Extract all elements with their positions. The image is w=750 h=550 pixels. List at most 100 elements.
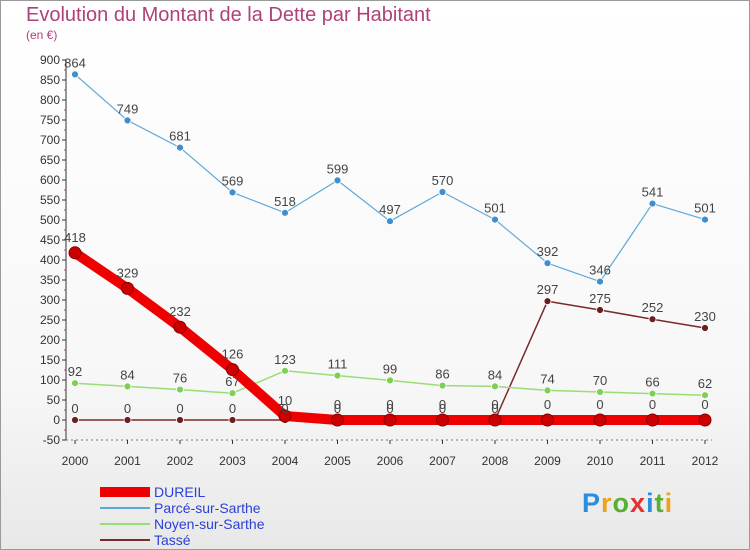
- legend-item-noyen: Noyen-sur-Sarthe: [100, 516, 265, 532]
- proxiti-logo: Proxiti: [582, 488, 674, 518]
- y-tick-label: 550: [40, 193, 60, 207]
- data-label-parc-sur-sarthe: 392: [537, 244, 559, 259]
- data-label-noyen-sur-sarthe: 67: [225, 374, 239, 389]
- y-tick-label: 350: [40, 273, 60, 287]
- data-label-parc-sur-sarthe: 864: [64, 55, 86, 70]
- y-tick-label: 800: [40, 93, 60, 107]
- data-point-parc-sur-sarthe: [123, 116, 132, 125]
- y-tick-label: 450: [40, 233, 60, 247]
- legend-label-tasse: Tassé: [154, 532, 191, 548]
- data-point-dureil: [593, 413, 607, 427]
- data-label-tass-: 0: [281, 401, 288, 416]
- data-label-tass-: 0: [334, 401, 341, 416]
- data-label-parc-sur-sarthe: 570: [432, 173, 454, 188]
- data-label-parc-sur-sarthe: 749: [117, 101, 139, 116]
- y-tick-label: 700: [40, 133, 60, 147]
- data-point-tass-: [228, 416, 237, 424]
- data-label-noyen-sur-sarthe: 111: [328, 357, 348, 372]
- y-tick-label: 50: [47, 393, 61, 407]
- x-tick-label: 2006: [377, 454, 404, 468]
- data-label-dureil: 232: [169, 304, 191, 319]
- y-tick-label: 200: [40, 333, 60, 347]
- data-label-dureil: 0: [649, 397, 656, 412]
- data-label-parc-sur-sarthe: 681: [169, 129, 191, 144]
- data-point-parc-sur-sarthe: [491, 215, 499, 224]
- data-point-noyen-sur-sarthe: [333, 371, 342, 380]
- legend-item-parce: Parcé-sur-Sarthe: [100, 500, 265, 516]
- data-label-dureil: 10: [278, 393, 292, 408]
- data-point-noyen-sur-sarthe: [281, 366, 289, 375]
- data-point-noyen-sur-sarthe: [648, 389, 657, 398]
- data-label-dureil: 0: [439, 397, 446, 412]
- data-point-tass-: [648, 315, 657, 324]
- data-point-noyen-sur-sarthe: [438, 381, 447, 390]
- data-label-parc-sur-sarthe: 497: [379, 202, 401, 217]
- data-label-parc-sur-sarthe: 346: [589, 263, 611, 278]
- data-point-noyen-sur-sarthe: [71, 379, 79, 388]
- legend-item-dureil: DUREIL: [100, 484, 265, 500]
- data-label-dureil: 0: [701, 397, 708, 412]
- data-label-dureil: 329: [117, 265, 139, 280]
- data-point-noyen-sur-sarthe: [491, 382, 499, 391]
- data-label-tass-: 252: [642, 300, 664, 315]
- data-label-parc-sur-sarthe: 569: [222, 173, 244, 188]
- data-label-noyen-sur-sarthe: 74: [540, 371, 554, 386]
- y-tick-label: 150: [40, 353, 60, 367]
- legend-label-parce: Parcé-sur-Sarthe: [154, 500, 261, 516]
- data-point-noyen-sur-sarthe: [176, 385, 184, 394]
- x-tick-label: 2004: [272, 454, 299, 468]
- data-point-parc-sur-sarthe: [228, 188, 237, 197]
- x-tick-label: 2000: [62, 454, 89, 468]
- data-point-parc-sur-sarthe: [543, 259, 552, 268]
- data-point-tass-: [123, 416, 132, 424]
- data-label-tass-: 230: [694, 309, 716, 324]
- data-label-dureil: 0: [386, 397, 393, 412]
- data-label-tass-: 0: [124, 401, 131, 416]
- chart-subtitle: (en €): [26, 28, 58, 42]
- chart-legend: DUREIL Parcé-sur-Sarthe Noyen-sur-Sarthe…: [100, 484, 265, 548]
- data-label-parc-sur-sarthe: 518: [274, 194, 296, 209]
- data-label-parc-sur-sarthe: 541: [642, 185, 664, 200]
- data-label-noyen-sur-sarthe: 62: [698, 376, 712, 391]
- chart-title: Evolution du Montant de la Dette par Hab…: [26, 4, 431, 26]
- y-tick-label: 500: [40, 213, 60, 227]
- data-label-noyen-sur-sarthe: 66: [645, 375, 659, 390]
- legend-swatch-tasse: [100, 539, 150, 541]
- y-tick-label: 300: [40, 293, 60, 307]
- data-point-dureil: [646, 413, 659, 427]
- data-label-parc-sur-sarthe: 501: [694, 201, 716, 216]
- data-point-noyen-sur-sarthe: [386, 376, 394, 385]
- data-point-parc-sur-sarthe: [596, 277, 604, 286]
- y-tick-label: 100: [40, 373, 60, 387]
- data-point-tass-: [543, 297, 552, 306]
- data-label-dureil: 0: [596, 397, 603, 412]
- data-point-dureil: [226, 363, 239, 377]
- series-line-parc-sur-sarthe: [74, 73, 706, 283]
- data-point-dureil: [541, 413, 554, 427]
- legend-label-dureil: DUREIL: [154, 484, 206, 500]
- data-label-tass-: 297: [537, 282, 559, 297]
- data-point-parc-sur-sarthe: [386, 217, 394, 226]
- data-label-tass-: 0: [439, 401, 446, 416]
- data-label-dureil: 0: [544, 397, 551, 412]
- data-label-tass-: 0: [491, 401, 498, 416]
- legend-swatch-dureil: [100, 487, 150, 497]
- x-tick-label: 2010: [587, 454, 614, 468]
- legend-item-tasse: Tassé: [100, 532, 265, 548]
- data-label-tass-: 0: [386, 401, 393, 416]
- data-label-tass-: 0: [176, 401, 183, 416]
- y-tick-label: 750: [40, 113, 60, 127]
- data-label-dureil: 126: [222, 347, 244, 362]
- y-tick-label: 600: [40, 173, 60, 187]
- data-label-noyen-sur-sarthe: 84: [488, 367, 502, 382]
- y-tick-label: 850: [40, 73, 60, 87]
- y-tick-label: 400: [40, 253, 60, 267]
- data-point-dureil: [698, 413, 712, 427]
- data-point-noyen-sur-sarthe: [228, 389, 237, 398]
- data-label-noyen-sur-sarthe: 123: [274, 352, 296, 367]
- data-label-noyen-sur-sarthe: 86: [435, 367, 449, 382]
- data-point-parc-sur-sarthe: [648, 199, 657, 208]
- data-label-tass-: 0: [229, 401, 236, 416]
- legend-label-noyen: Noyen-sur-Sarthe: [154, 516, 265, 532]
